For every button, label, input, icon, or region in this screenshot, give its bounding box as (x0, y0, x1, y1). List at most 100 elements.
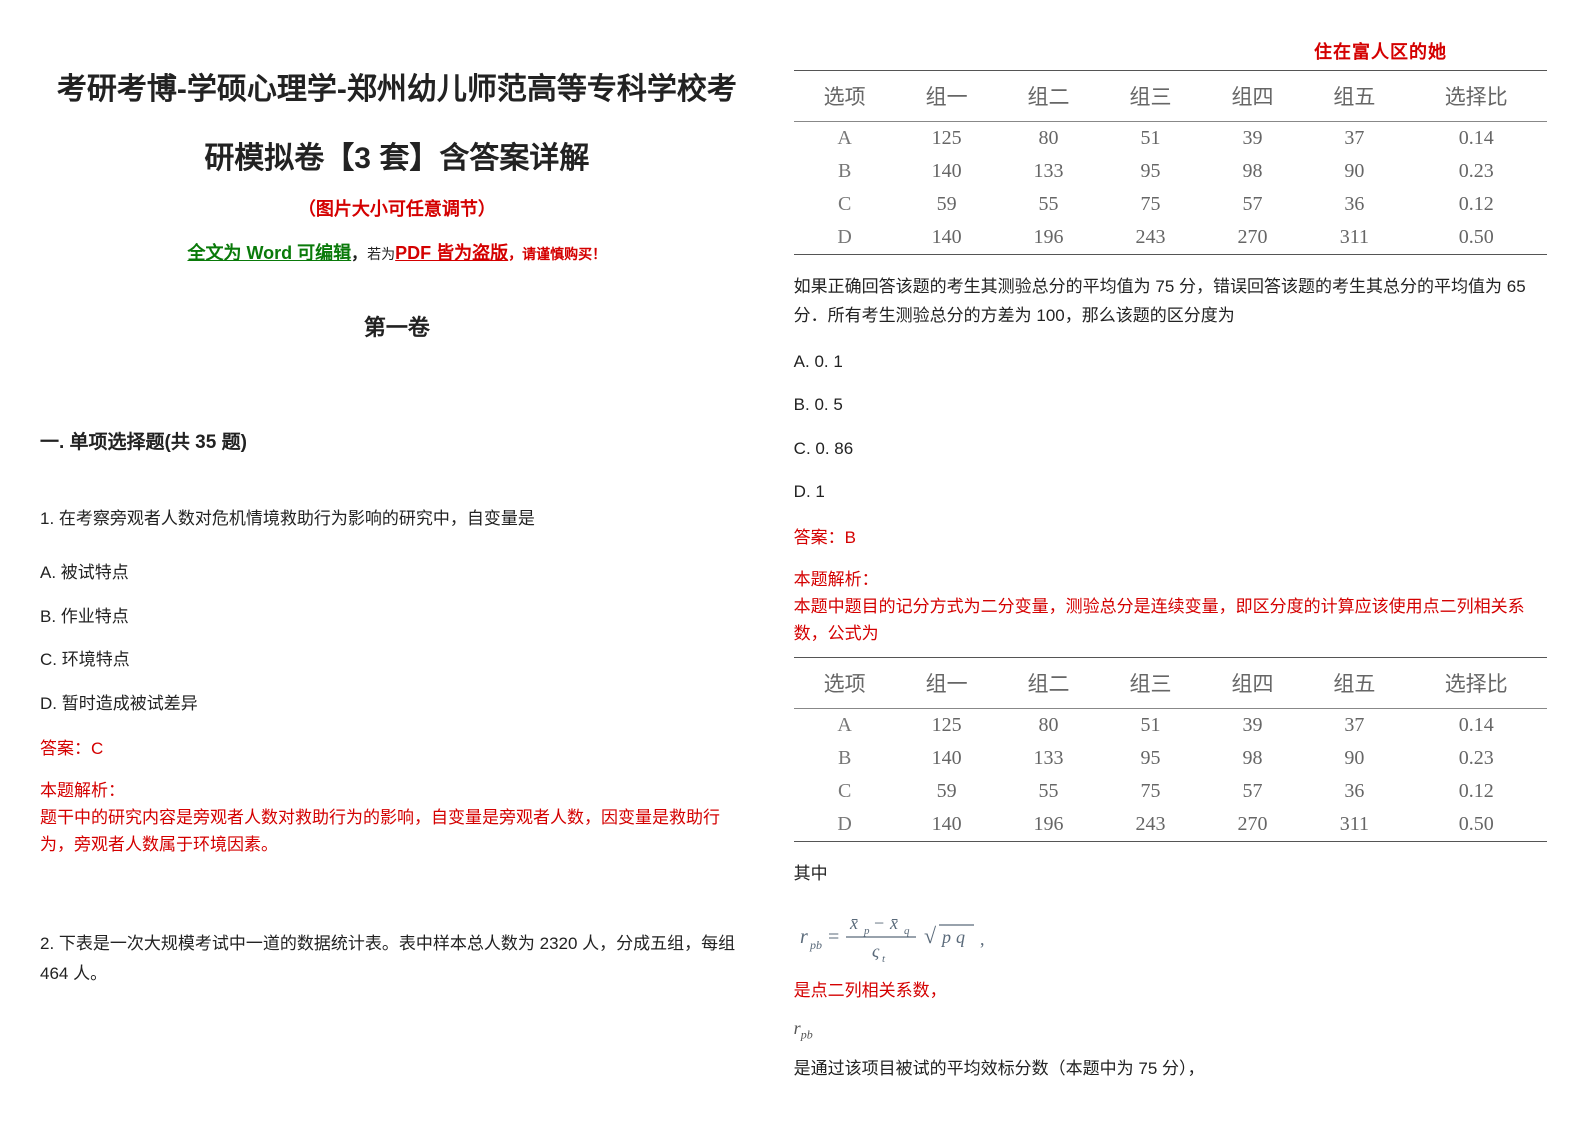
table-cell: 0.50 (1405, 221, 1547, 255)
doc-title-line2: 研模拟卷【3 套】含答案详解 (40, 133, 754, 177)
table-header-cell: 组三 (1100, 71, 1202, 122)
rpb-symbol: rpb (794, 1018, 1547, 1043)
table-cell: 243 (1100, 808, 1202, 842)
table-row: D1401962432703110.50 (794, 221, 1547, 255)
table-cell: 37 (1303, 122, 1405, 156)
table-header-cell: 组一 (896, 658, 998, 709)
table-cell: 39 (1201, 709, 1303, 743)
table-header-cell: 选项 (794, 658, 896, 709)
svg-text:q: q (956, 927, 965, 947)
right-column: 选项组一组二组三组四组五选择比 A125805139370.14B1401339… (794, 70, 1547, 1102)
table-cell: A (794, 709, 896, 743)
table-header-cell: 组三 (1100, 658, 1202, 709)
svg-text:x̄: x̄ (889, 913, 898, 933)
table-cell: 243 (1100, 221, 1202, 255)
q2-data-table-2: 选项组一组二组三组四组五选择比 A125805139370.14B1401339… (794, 657, 1547, 842)
formula-rpb: r pb = x̄ p − x̄ q ς t √ p q (794, 907, 1547, 965)
table-cell: 140 (896, 808, 998, 842)
table-cell: 55 (998, 188, 1100, 221)
table-cell: 196 (998, 221, 1100, 255)
table-cell: 140 (896, 221, 998, 255)
table-cell: 125 (896, 709, 998, 743)
svg-text:=: = (828, 926, 839, 948)
table-cell: 0.23 (1405, 742, 1547, 775)
table-cell: D (794, 221, 896, 255)
volume-heading: 第一卷 (40, 310, 754, 342)
table-row: B1401339598900.23 (794, 155, 1547, 188)
svg-text:x̄: x̄ (849, 913, 858, 933)
q2-option-c: C. 0. 86 (794, 436, 1547, 462)
table-header-cell: 选择比 (1405, 658, 1547, 709)
doc-title-line1: 考研考博-学硕心理学-郑州幼儿师范高等专科学校考 (40, 70, 754, 111)
table-row: C59557557360.12 (794, 775, 1547, 808)
table-row: A125805139370.14 (794, 122, 1547, 156)
table-cell: C (794, 775, 896, 808)
left-column: 考研考博-学硕心理学-郑州幼儿师范高等专科学校考 研模拟卷【3 套】含答案详解 … (40, 70, 754, 1102)
image-resize-note: （图片大小可任意调节） (40, 195, 754, 221)
svg-text:ς: ς (872, 941, 880, 961)
q2-option-d: D. 1 (794, 479, 1547, 505)
q2-explain-heading: 本题解析： (794, 566, 1547, 593)
table-cell: 80 (998, 709, 1100, 743)
table-row: A125805139370.14 (794, 709, 1547, 743)
table-header-cell: 选择比 (1405, 71, 1547, 122)
table-cell: 0.14 (1405, 122, 1547, 156)
svg-text:−: − (874, 913, 884, 933)
table-cell: 57 (1201, 188, 1303, 221)
buy-caution-text: ，请谨慎购买！ (508, 246, 606, 262)
table-cell: 36 (1303, 188, 1405, 221)
table-cell: 0.50 (1405, 808, 1547, 842)
table-cell: 37 (1303, 709, 1405, 743)
table-cell: 270 (1201, 221, 1303, 255)
svg-text:p: p (863, 925, 870, 937)
table-cell: 90 (1303, 742, 1405, 775)
table-cell: 95 (1100, 742, 1202, 775)
q1-option-a: A. 被试特点 (40, 560, 754, 586)
pdf-pirate-text: PDF 皆为盗版 (395, 243, 508, 263)
edit-warning-line: 全文为 Word 可编辑，若为PDF 皆为盗版，请谨慎购买！ (40, 239, 754, 265)
table-cell: D (794, 808, 896, 842)
table-cell: 75 (1100, 188, 1202, 221)
q2-answer: 答案：B (794, 523, 1547, 548)
table-cell: 98 (1201, 155, 1303, 188)
table-cell: A (794, 122, 896, 156)
table-cell: 133 (998, 742, 1100, 775)
table-header-cell: 组二 (998, 71, 1100, 122)
table-cell: 98 (1201, 742, 1303, 775)
q1-option-b: B. 作业特点 (40, 604, 754, 630)
table-cell: 59 (896, 775, 998, 808)
table-cell: 0.12 (1405, 775, 1547, 808)
q1-option-d: D. 暂时造成被试差异 (40, 691, 754, 717)
table-cell: 59 (896, 188, 998, 221)
table-cell: 125 (896, 122, 998, 156)
table-cell: B (794, 155, 896, 188)
q1-option-c: C. 环境特点 (40, 647, 754, 673)
table-cell: 0.14 (1405, 709, 1547, 743)
table-cell: 57 (1201, 775, 1303, 808)
table-cell: 140 (896, 742, 998, 775)
q1-answer: 答案：C (40, 734, 754, 759)
q1-stem: 1. 在考察旁观者人数对危机情境救助行为影响的研究中，自变量是 (40, 504, 754, 535)
table-cell: 55 (998, 775, 1100, 808)
table-cell: 90 (1303, 155, 1405, 188)
section-heading: 一. 单项选择题(共 35 题) (40, 427, 754, 454)
table-cell: 51 (1100, 709, 1202, 743)
last-line-text: 是通过该项目被试的平均效标分数（本题中为 75 分）， (794, 1055, 1547, 1084)
q2-context-text: 如果正确回答该题的考生其测验总分的平均值为 75 分，错误回答该题的考生其总分的… (794, 273, 1547, 331)
table-cell: 270 (1201, 808, 1303, 842)
q2-data-table-1: 选项组一组二组三组四组五选择比 A125805139370.14B1401339… (794, 70, 1547, 255)
svg-text:t: t (882, 953, 886, 965)
svg-text:p: p (940, 927, 951, 947)
svg-text:,: , (980, 929, 985, 949)
table-cell: B (794, 742, 896, 775)
qizhong-label: 其中 (794, 860, 1547, 889)
q1-explain-body: 题干中的研究内容是旁观者人数对救助行为的影响，自变量是旁观者人数，因变量是救助行… (40, 804, 754, 858)
table-cell: 36 (1303, 775, 1405, 808)
q2-stem: 2. 下表是一次大规模考试中一道的数据统计表。表中样本总人数为 2320 人，分… (40, 929, 754, 990)
svg-text:pb: pb (809, 938, 822, 952)
table-row: B1401339598900.23 (794, 742, 1547, 775)
table-row: D1401962432703110.50 (794, 808, 1547, 842)
table-cell: 311 (1303, 808, 1405, 842)
table-header-cell: 组五 (1303, 658, 1405, 709)
comma: ， (351, 246, 367, 263)
